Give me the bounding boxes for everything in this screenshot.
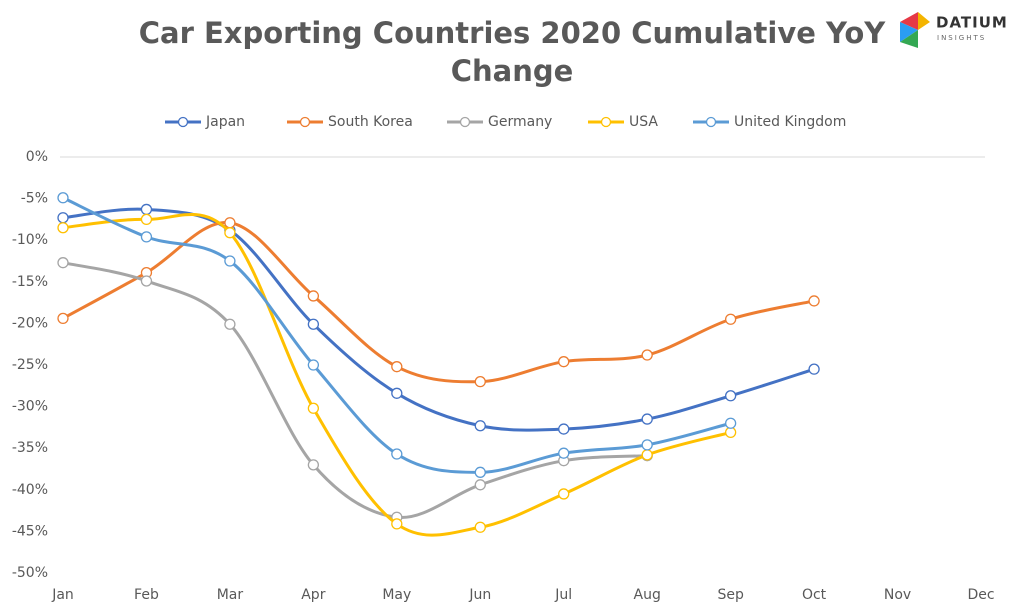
x-tick-label: Jul xyxy=(554,587,572,603)
x-tick-label: Dec xyxy=(967,587,994,603)
x-tick-label: Jun xyxy=(468,587,491,603)
point-marker xyxy=(224,217,236,229)
logo-icon xyxy=(900,12,918,30)
y-tick-label: -45% xyxy=(12,523,48,539)
logo: DATIUM INSIGHTS xyxy=(900,12,1008,48)
point-marker xyxy=(307,402,320,414)
point-marker xyxy=(558,447,570,459)
chart-title: Car Exporting Countries 2020 Cumulative … xyxy=(138,16,886,88)
legend-label: USA xyxy=(629,114,658,130)
legend-marker xyxy=(177,116,189,128)
point-marker xyxy=(641,439,653,451)
x-tick-label: Mar xyxy=(217,587,244,603)
y-tick-label: -10% xyxy=(12,232,48,248)
y-tick-label: -30% xyxy=(12,399,48,415)
point-marker xyxy=(724,426,737,439)
point-marker xyxy=(474,479,486,491)
point-marker xyxy=(808,295,820,307)
point-marker xyxy=(558,488,570,500)
point-marker xyxy=(474,420,486,432)
point-marker xyxy=(808,363,820,375)
logo-icon xyxy=(918,12,930,30)
point-marker xyxy=(140,275,153,287)
point-marker xyxy=(474,521,486,533)
point-marker xyxy=(307,290,320,302)
point-marker xyxy=(391,518,403,530)
logo-icon xyxy=(900,22,918,42)
legend-marker xyxy=(705,116,717,128)
x-tick-label: Feb xyxy=(134,587,159,603)
point-marker xyxy=(224,255,236,267)
point-marker xyxy=(558,356,570,368)
point-marker xyxy=(140,231,153,243)
x-tick-label: Nov xyxy=(884,587,911,603)
y-tick-label: -15% xyxy=(12,274,48,290)
logo-icon xyxy=(900,30,918,48)
series-line xyxy=(62,196,732,474)
legend-label: Germany xyxy=(488,114,552,130)
legend-label: Japan xyxy=(205,114,245,130)
point-marker xyxy=(224,318,236,330)
y-tick-label: 0% xyxy=(26,149,48,165)
point-marker xyxy=(641,349,653,361)
series-line xyxy=(62,221,815,384)
logo-name: DATIUM xyxy=(936,14,1008,32)
y-tick-label: -35% xyxy=(12,440,48,456)
y-tick-label: -25% xyxy=(12,357,48,373)
legend-label: United Kingdom xyxy=(734,114,846,130)
y-tick-label: -40% xyxy=(12,482,48,498)
logo-tagline: INSIGHTS xyxy=(937,34,986,42)
point-marker xyxy=(140,213,153,226)
x-tick-label: Oct xyxy=(802,587,827,603)
point-marker xyxy=(57,222,69,234)
x-tick-label: May xyxy=(382,587,411,603)
x-tick-label: Aug xyxy=(634,587,661,603)
point-marker xyxy=(391,387,403,399)
point-marker xyxy=(724,390,737,402)
point-marker xyxy=(57,212,69,224)
legend-marker xyxy=(299,116,311,128)
point-marker xyxy=(224,227,236,239)
legend-marker xyxy=(600,116,612,128)
point-marker xyxy=(307,318,320,330)
point-marker xyxy=(641,449,653,461)
y-tick-label: -20% xyxy=(12,315,48,331)
legend-label: South Korea xyxy=(328,114,413,130)
point-marker xyxy=(391,448,403,460)
legend-marker xyxy=(459,116,471,128)
point-marker xyxy=(724,313,737,325)
y-tick-label: -50% xyxy=(12,565,48,581)
point-marker xyxy=(307,359,320,371)
point-marker xyxy=(307,459,320,471)
point-marker xyxy=(57,312,69,325)
x-tick-label: Apr xyxy=(301,587,325,603)
point-marker xyxy=(57,257,69,269)
point-marker xyxy=(474,466,486,478)
point-marker xyxy=(724,417,737,429)
point-marker xyxy=(558,423,570,435)
y-tick-label: -5% xyxy=(21,191,48,207)
point-marker xyxy=(57,192,69,204)
x-tick-label: Jan xyxy=(51,587,74,603)
x-tick-label: Sep xyxy=(717,587,744,603)
point-marker xyxy=(641,413,653,425)
point-marker xyxy=(140,203,153,216)
series-line xyxy=(62,212,732,537)
series-line xyxy=(62,261,648,519)
point-marker xyxy=(391,361,403,373)
point-marker xyxy=(474,375,486,388)
